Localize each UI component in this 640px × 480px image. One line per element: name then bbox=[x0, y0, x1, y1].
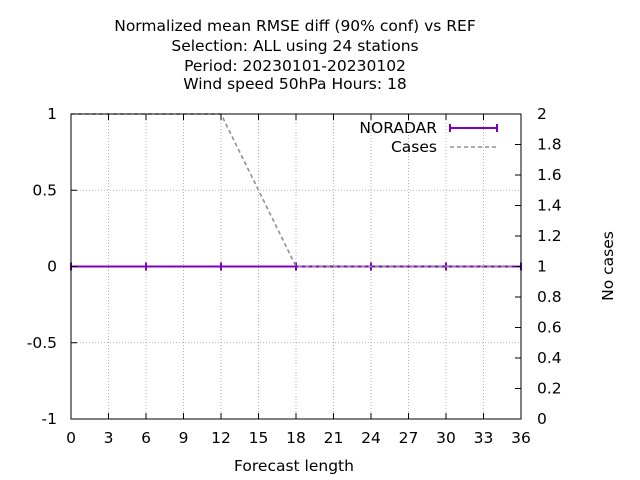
x-tick-label: 27 bbox=[399, 429, 419, 447]
y-tick-label: 1 bbox=[47, 105, 57, 123]
y-tick-label: 0 bbox=[47, 258, 57, 276]
label-layer: Forecast length No cases bbox=[234, 231, 617, 475]
x-tick-label: 6 bbox=[141, 429, 151, 447]
y2-axis-label: No cases bbox=[599, 231, 617, 301]
chart-title-line-2: Selection: ALL using 24 stations bbox=[171, 37, 419, 55]
x-tick-label: 12 bbox=[211, 429, 231, 447]
y2-tick-label: 0.4 bbox=[537, 349, 562, 367]
y2-tick-label: 1.6 bbox=[537, 166, 562, 184]
y-tick-label: 0.5 bbox=[32, 181, 57, 199]
chart-title-line-4: Wind speed 50hPa Hours: 18 bbox=[183, 75, 407, 93]
y2-tick-label: 1.2 bbox=[537, 227, 562, 245]
x-axis-label: Forecast length bbox=[234, 457, 354, 475]
y2-tick-label: 1 bbox=[537, 258, 547, 276]
y2-tick-label: 1.4 bbox=[537, 197, 562, 215]
legend-label-noradar: NORADAR bbox=[359, 119, 437, 137]
x-tick-label: 9 bbox=[179, 429, 189, 447]
y-tick-label: -0.5 bbox=[27, 334, 57, 352]
legend-label-cases: Cases bbox=[391, 138, 437, 156]
x-tick-label: 3 bbox=[104, 429, 114, 447]
x-tick-label: 24 bbox=[361, 429, 381, 447]
x-tick-label: 30 bbox=[436, 429, 456, 447]
x-tick-label: 36 bbox=[511, 429, 531, 447]
x-tick-label: 0 bbox=[66, 429, 76, 447]
series-line-cases bbox=[71, 113, 521, 268]
y2-tick-label: 0.8 bbox=[537, 288, 562, 306]
chart-title-line-1: Normalized mean RMSE diff (90% conf) vs … bbox=[114, 17, 476, 35]
x-tick-label: 18 bbox=[286, 429, 306, 447]
y2-tick-label: 0.6 bbox=[537, 319, 562, 337]
x-tick-label: 21 bbox=[324, 429, 344, 447]
y2-tick-label: 1.8 bbox=[537, 136, 562, 154]
x-tick-label: 15 bbox=[249, 429, 269, 447]
y2-tick-label: 0.2 bbox=[537, 380, 562, 398]
y-tick-label: -1 bbox=[42, 410, 57, 428]
chart-title-line-3: Period: 20230101-20230102 bbox=[184, 57, 406, 75]
tick-layer: 0 3 6 9 12 15 18 21 24 27 30 33 36-1-0.500.5100.20.4… bbox=[27, 105, 562, 447]
y2-tick-label: 2 bbox=[537, 105, 547, 123]
x-tick-label: 33 bbox=[474, 429, 494, 447]
y2-tick-label: 0 bbox=[537, 410, 547, 428]
